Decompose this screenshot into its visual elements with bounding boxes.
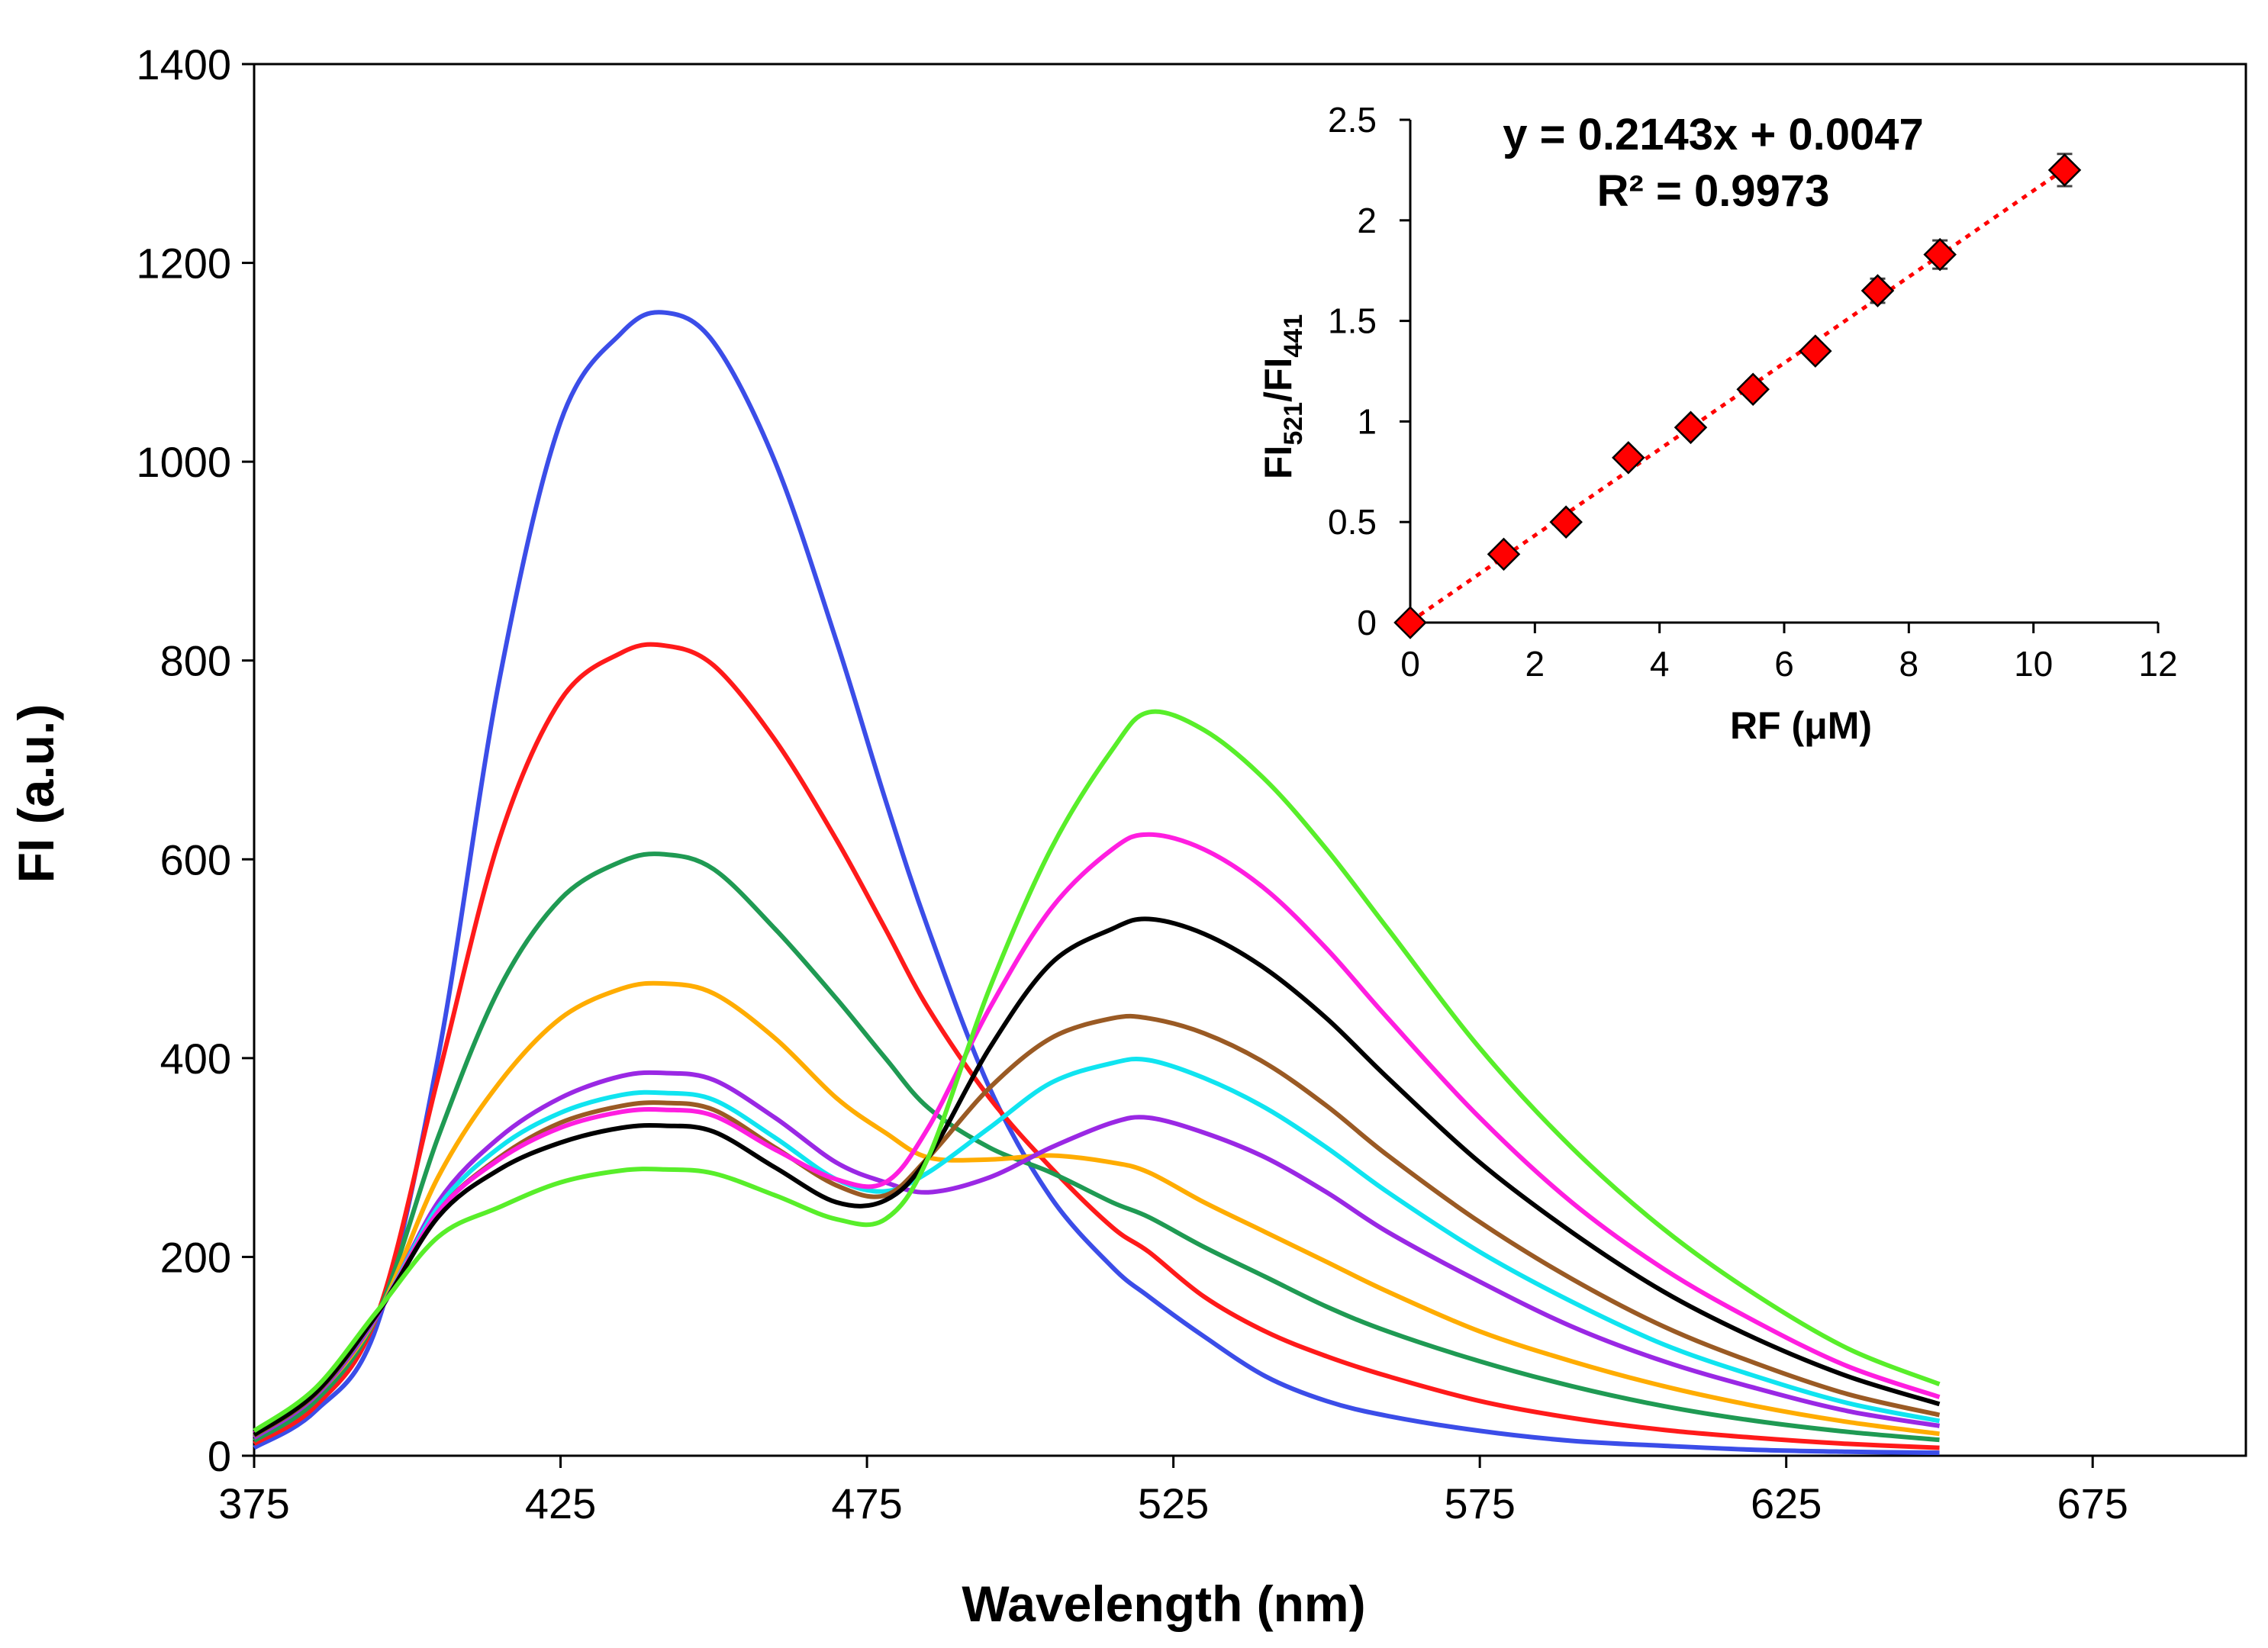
inset-axes: 0 2 4 6 8 10 12 0 0.5 1 1.5 2 2.5	[1328, 100, 2178, 684]
inset-y-tick-label: 1	[1357, 401, 1377, 441]
inset-y-axis-title: FI521/FI441	[1257, 314, 1308, 479]
inset-data-point	[1860, 274, 1895, 307]
series-line-light-green	[253, 709, 1941, 1433]
main-y-tick-label: 600	[160, 835, 231, 884]
main-y-tick-label: 1200	[136, 240, 231, 288]
main-x-tick-label: 475	[831, 1479, 902, 1527]
inset-x-tick-label: 12	[2138, 644, 2177, 684]
main-y-tick-label: 800	[160, 637, 231, 685]
main-x-tick-label: 625	[1751, 1479, 1822, 1527]
main-chart: 375 425 475 525 575 625 675 020040060080010001…	[8, 40, 2247, 1632]
series-line-black	[253, 916, 1941, 1437]
inset-y-tick-label: 1.5	[1328, 301, 1377, 341]
inset-x-axis-title: RF (μM)	[1730, 704, 1872, 747]
series-line-orange	[253, 980, 1940, 1440]
series-line-pink	[253, 832, 1941, 1436]
inset-chart: 0 2 4 6 8 10 12 0 0.5 1 1.5 2 2.5 y = 0.2143x + 0.00…	[1257, 100, 2178, 747]
inset-y-tick-label: 0	[1357, 603, 1377, 642]
main-y-axis: 0 200 400 600 800 1000 1200 1400	[136, 40, 254, 1480]
inset-x-tick-label: 4	[1650, 644, 1670, 684]
inset-y-title-sub1: 521	[1279, 402, 1308, 446]
main-plot-frame	[253, 63, 2247, 1457]
inset-x-tick-label: 10	[2014, 644, 2053, 684]
inset-y-tick-label: 2	[1357, 201, 1377, 240]
main-x-tick-label: 575	[1444, 1479, 1515, 1527]
inset-data-point	[1487, 537, 1521, 571]
inset-data-point	[2047, 153, 2082, 187]
inset-data-point	[1612, 441, 1645, 475]
main-x-axis-title: Wavelength (nm)	[962, 1576, 1365, 1632]
main-y-axis-title: FI (a.u.)	[8, 704, 64, 884]
inset-equation: y = 0.2143x + 0.0047	[1503, 110, 1924, 159]
series-line-purple	[253, 1070, 1940, 1440]
inset-data-point	[1393, 606, 1427, 639]
main-x-axis: 375 425 475 525 575 625 675	[218, 1456, 2128, 1527]
main-y-tick-label: 400	[160, 1035, 231, 1083]
inset-r-squared: R² = 0.9973	[1597, 166, 1830, 216]
main-x-tick-label: 425	[525, 1479, 596, 1527]
inset-points-group	[1393, 153, 2082, 639]
inset-data-point	[1923, 237, 1957, 272]
main-y-tick-label: 200	[160, 1233, 231, 1281]
main-y-tick-label: 1400	[136, 40, 231, 89]
inset-data-point	[1736, 372, 1770, 406]
inset-y-tick-label: 2.5	[1328, 100, 1377, 140]
inset-x-tick-label: 8	[1899, 644, 1919, 684]
main-x-tick-label: 525	[1138, 1479, 1209, 1527]
inset-data-point	[1799, 334, 1832, 368]
inset-y-title-fi: FI	[1257, 446, 1300, 479]
main-y-tick-label: 0	[208, 1432, 231, 1480]
inset-y-title-sub2: 441	[1279, 314, 1308, 358]
inset-data-point	[1674, 410, 1708, 445]
inset-y-title-sep: /FI	[1257, 358, 1300, 402]
inset-y-tick-label: 0.5	[1328, 502, 1377, 542]
inset-x-tick-label: 2	[1525, 644, 1545, 684]
main-x-tick-label: 675	[2057, 1479, 2128, 1527]
main-y-tick-label: 1000	[136, 438, 231, 486]
inset-x-tick-label: 6	[1774, 644, 1794, 684]
inset-x-tick-label: 0	[1400, 644, 1420, 684]
main-series-group	[253, 310, 1941, 1456]
series-line-blue	[253, 310, 1940, 1456]
inset-data-point	[1549, 505, 1583, 539]
series-line-red	[253, 642, 1940, 1450]
series-line-cyan	[253, 1056, 1941, 1438]
main-x-tick-label: 375	[218, 1479, 289, 1527]
